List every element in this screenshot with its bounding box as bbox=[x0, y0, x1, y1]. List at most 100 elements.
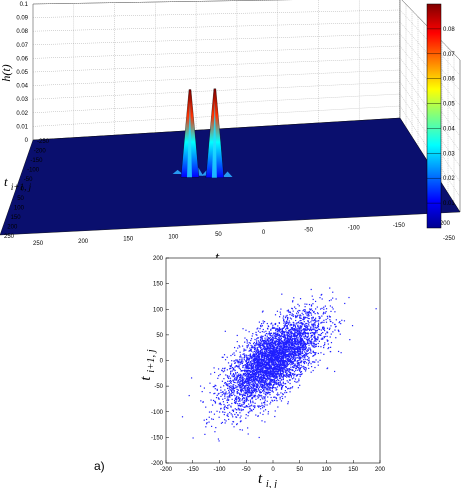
scatter-point bbox=[263, 381, 265, 384]
scatter-point bbox=[282, 363, 284, 365]
scatter-point bbox=[278, 384, 281, 386]
scatter-point bbox=[326, 335, 328, 337]
scatter-point bbox=[260, 354, 263, 357]
scatter-point bbox=[251, 367, 253, 369]
x-tick-label: 200 bbox=[78, 239, 89, 245]
scatter-point bbox=[271, 358, 273, 360]
scatter-point bbox=[231, 414, 233, 416]
scatter-point bbox=[278, 341, 280, 343]
scatter-point bbox=[294, 366, 296, 368]
scatter-point bbox=[240, 390, 242, 392]
scatter-point bbox=[271, 350, 273, 352]
scatter-point bbox=[269, 391, 271, 394]
scatter-point bbox=[257, 359, 259, 361]
scatter-point bbox=[298, 365, 300, 367]
scatter-point bbox=[269, 342, 271, 345]
scatter-point bbox=[299, 374, 301, 376]
scatter-point bbox=[225, 420, 227, 422]
scatter-point bbox=[260, 388, 262, 391]
scatter-point bbox=[264, 349, 267, 351]
scatter-point bbox=[270, 359, 272, 361]
scatter-point bbox=[225, 391, 227, 393]
scatter-point bbox=[272, 324, 274, 326]
scatter-point bbox=[281, 352, 284, 354]
scatter-point bbox=[320, 322, 322, 324]
scatter-point bbox=[313, 324, 315, 326]
scatter-point bbox=[321, 315, 323, 317]
scatter-point bbox=[249, 360, 252, 363]
scatter-point bbox=[281, 360, 283, 362]
scatter-point bbox=[250, 383, 252, 385]
scatter-point bbox=[258, 346, 260, 348]
scatter-point bbox=[270, 342, 273, 344]
scatter-point bbox=[250, 392, 253, 394]
scatter-point bbox=[260, 394, 262, 396]
scatter-point bbox=[252, 363, 254, 365]
scatter-point bbox=[273, 342, 275, 344]
scatter-point bbox=[300, 342, 302, 344]
scatter-point bbox=[245, 381, 247, 384]
scatter-point bbox=[303, 321, 305, 323]
scatter-point bbox=[271, 361, 273, 363]
scatter-point bbox=[305, 325, 308, 327]
scatter-point bbox=[281, 384, 283, 387]
scatter-point bbox=[228, 377, 230, 379]
scatter-point bbox=[337, 329, 340, 332]
scatter-point bbox=[226, 393, 228, 395]
scatter-point bbox=[222, 411, 224, 413]
scatter-point bbox=[261, 351, 263, 353]
scatter-point bbox=[260, 375, 262, 377]
scatter-point bbox=[290, 364, 292, 366]
scatter-point bbox=[262, 328, 264, 331]
scatter-point bbox=[295, 367, 297, 370]
axis-label-subscript: i, j bbox=[266, 479, 277, 488]
scatter-point bbox=[316, 320, 318, 322]
scatter-point bbox=[301, 351, 304, 353]
scatter-point bbox=[247, 379, 249, 381]
scatter-point bbox=[260, 368, 262, 370]
scatter-point bbox=[263, 367, 265, 369]
scatter-point bbox=[283, 356, 285, 358]
scatter-point bbox=[288, 341, 290, 343]
scatter-point bbox=[315, 343, 317, 345]
scatter-point bbox=[257, 348, 259, 351]
scatter-point bbox=[265, 366, 268, 368]
scatter-point bbox=[248, 364, 250, 366]
scatter-point bbox=[299, 347, 301, 349]
scatter-point bbox=[269, 403, 271, 405]
scatter-point bbox=[293, 377, 295, 379]
scatter-point bbox=[287, 336, 289, 338]
scatter-point bbox=[259, 369, 261, 371]
scatter-point bbox=[239, 368, 241, 370]
scatter-point bbox=[252, 391, 254, 394]
scatter-point bbox=[314, 313, 316, 315]
scatter-point bbox=[201, 390, 203, 393]
scatter-point bbox=[288, 343, 290, 345]
scatter-point bbox=[292, 358, 295, 360]
scatter-point bbox=[290, 366, 292, 368]
scatter-point bbox=[292, 342, 294, 345]
scatter-point bbox=[244, 386, 246, 388]
scatter-point bbox=[273, 384, 275, 386]
scatter-point bbox=[264, 402, 266, 404]
scatter-point bbox=[305, 343, 307, 345]
scatter-point bbox=[234, 366, 236, 368]
scatter-point bbox=[274, 322, 277, 325]
scatter-point bbox=[220, 407, 222, 410]
scatter-point bbox=[299, 310, 301, 312]
scatter-point bbox=[263, 350, 266, 352]
scatter-point bbox=[298, 327, 300, 329]
scatter-point bbox=[261, 323, 263, 325]
scatter-point bbox=[231, 392, 234, 394]
scatter-point bbox=[287, 337, 289, 339]
scatter-point bbox=[262, 354, 264, 357]
scatter-point bbox=[289, 354, 292, 356]
scatter-point bbox=[247, 367, 249, 369]
scatter-point bbox=[250, 409, 252, 411]
scatter-point bbox=[223, 403, 225, 406]
scatter-point bbox=[210, 411, 213, 413]
scatter-point bbox=[262, 310, 264, 312]
scatter-point bbox=[275, 341, 277, 343]
scatter-point bbox=[268, 364, 270, 367]
scatter-point bbox=[275, 389, 277, 391]
